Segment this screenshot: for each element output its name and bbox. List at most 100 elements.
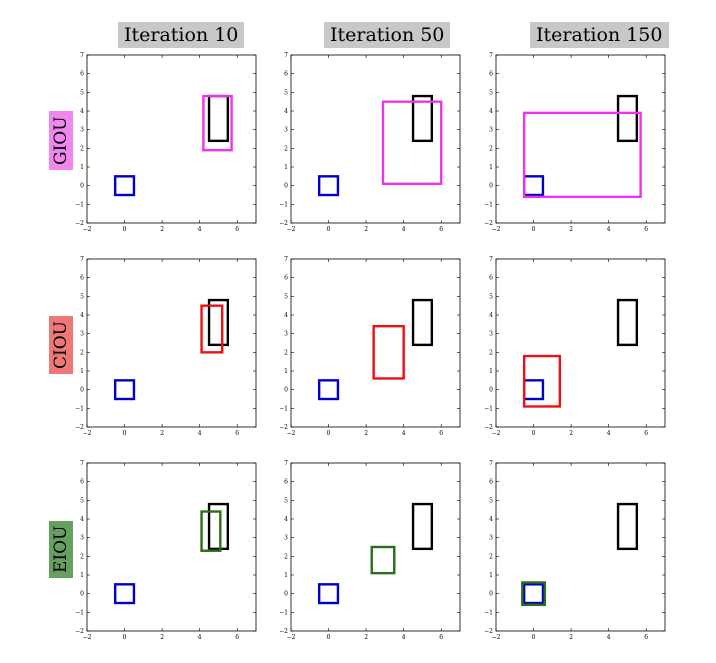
plot-frame-ciou-50: [290, 258, 461, 428]
y-tick-label-eiou-150: −2: [484, 628, 493, 635]
y-tick-label-ciou-10: −2: [75, 424, 84, 431]
y-tick-label-eiou-50: 3: [284, 535, 288, 542]
y-tick-label-giou-150: −2: [484, 220, 493, 227]
x-tick-label-giou-10: 2: [160, 226, 164, 233]
y-tick-label-ciou-150: 3: [489, 331, 493, 338]
x-tick-label-ciou-10: 6: [235, 430, 239, 437]
x-tick-label-giou-50: −2: [287, 226, 296, 233]
y-tick-label-ciou-50: 0: [284, 387, 288, 394]
anchor-box-eiou-50: [317, 583, 340, 605]
y-tick-label-ciou-50: 2: [284, 349, 288, 356]
y-tick-label-giou-10: 2: [80, 145, 84, 152]
x-tick-label-eiou-10: −2: [83, 634, 92, 641]
x-tick-label-ciou-150: 4: [607, 430, 611, 437]
x-tick-label-giou-150: 0: [532, 226, 536, 233]
y-tick-label-giou-50: −1: [279, 201, 288, 208]
y-tick-label-eiou-150: 6: [489, 479, 493, 486]
plot-frame-eiou-50: [290, 462, 461, 632]
x-tick-label-giou-150: 6: [644, 226, 648, 233]
anchor-box-eiou-150: [522, 583, 545, 605]
y-tick-label-eiou-150: 4: [489, 516, 493, 523]
x-tick-label-giou-150: −2: [492, 226, 501, 233]
column-title-iteration-50: Iteration 50: [324, 22, 451, 48]
x-tick-label-eiou-10: 4: [198, 634, 202, 641]
y-tick-label-ciou-10: 3: [80, 331, 84, 338]
y-tick-label-giou-10: 1: [80, 164, 84, 171]
x-tick-label-ciou-50: 6: [439, 430, 443, 437]
y-tick-label-giou-150: 1: [489, 164, 493, 171]
y-tick-label-eiou-10: 5: [80, 497, 84, 504]
x-tick-label-giou-10: 0: [123, 226, 127, 233]
x-tick-label-giou-10: 4: [198, 226, 202, 233]
predicted-box-giou-10: [202, 94, 233, 152]
target-box-eiou-150: [616, 502, 639, 551]
y-tick-label-giou-50: 3: [284, 127, 288, 134]
y-tick-label-eiou-150: 0: [489, 591, 493, 598]
y-tick-label-eiou-50: 1: [284, 572, 288, 579]
x-tick-label-eiou-10: 2: [160, 634, 164, 641]
y-tick-label-eiou-150: 2: [489, 553, 493, 560]
y-tick-label-ciou-150: 1: [489, 368, 493, 375]
x-tick-label-giou-10: −2: [83, 226, 92, 233]
y-tick-label-eiou-150: 7: [489, 460, 493, 467]
x-tick-label-ciou-50: 2: [364, 430, 368, 437]
y-tick-label-eiou-10: 6: [80, 479, 84, 486]
x-tick-label-ciou-150: 0: [532, 430, 536, 437]
y-tick-label-eiou-10: 7: [80, 460, 84, 467]
anchor-box-giou-150: [522, 175, 545, 197]
x-tick-label-eiou-50: −2: [287, 634, 296, 641]
target-box-eiou-10: [207, 502, 230, 551]
y-tick-label-eiou-150: 3: [489, 535, 493, 542]
x-tick-label-ciou-10: 4: [198, 430, 202, 437]
y-tick-label-giou-50: 6: [284, 71, 288, 78]
y-tick-label-giou-150: 7: [489, 52, 493, 59]
x-tick-label-ciou-150: 2: [569, 430, 573, 437]
y-tick-label-ciou-10: 4: [80, 312, 84, 319]
y-tick-label-eiou-150: −1: [484, 609, 493, 616]
x-tick-label-ciou-10: −2: [83, 430, 92, 437]
y-tick-label-ciou-150: −2: [484, 424, 493, 431]
predicted-box-giou-50: [381, 100, 443, 185]
plot-frame-eiou-150: [495, 462, 666, 632]
x-tick-label-eiou-10: 0: [123, 634, 127, 641]
x-tick-label-ciou-150: 6: [644, 430, 648, 437]
predicted-box-ciou-150: [522, 354, 562, 408]
y-tick-label-eiou-10: 4: [80, 516, 84, 523]
y-tick-label-ciou-10: 6: [80, 275, 84, 282]
anchor-box-ciou-150: [522, 379, 545, 401]
x-tick-label-ciou-50: −2: [287, 430, 296, 437]
predicted-box-ciou-50: [372, 325, 405, 380]
x-tick-label-ciou-150: −2: [492, 430, 501, 437]
y-tick-label-giou-150: −1: [484, 201, 493, 208]
target-box-eiou-50: [411, 502, 434, 551]
plot-frame-giou-150: [495, 54, 666, 224]
x-tick-label-eiou-10: 6: [235, 634, 239, 641]
y-tick-label-ciou-50: −1: [279, 405, 288, 412]
x-tick-label-giou-50: 2: [364, 226, 368, 233]
plot-frame-ciou-10: [86, 258, 257, 428]
x-tick-label-ciou-50: 0: [327, 430, 331, 437]
y-tick-label-giou-150: 5: [489, 89, 493, 96]
anchor-box-giou-50: [317, 175, 340, 197]
anchor-box-giou-10: [113, 175, 136, 197]
y-tick-label-ciou-50: 1: [284, 368, 288, 375]
column-title-iteration-10: Iteration 10: [118, 22, 245, 48]
y-tick-label-giou-10: 5: [80, 89, 84, 96]
x-tick-label-giou-10: 6: [235, 226, 239, 233]
y-tick-label-giou-50: 2: [284, 145, 288, 152]
y-tick-label-ciou-50: 7: [284, 256, 288, 263]
y-tick-label-eiou-150: 5: [489, 497, 493, 504]
y-tick-label-giou-10: 3: [80, 127, 84, 134]
y-tick-label-eiou-50: 6: [284, 479, 288, 486]
target-box-ciou-50: [411, 298, 434, 347]
y-tick-label-eiou-10: −1: [75, 609, 84, 616]
y-tick-label-ciou-150: 4: [489, 312, 493, 319]
predicted-box-eiou-10: [200, 510, 222, 552]
x-tick-label-eiou-50: 0: [327, 634, 331, 641]
predicted-box-eiou-150: [521, 581, 547, 607]
y-tick-label-eiou-10: 2: [80, 553, 84, 560]
y-tick-label-eiou-50: 0: [284, 591, 288, 598]
y-tick-label-giou-10: −1: [75, 201, 84, 208]
y-tick-label-giou-10: −2: [75, 220, 84, 227]
